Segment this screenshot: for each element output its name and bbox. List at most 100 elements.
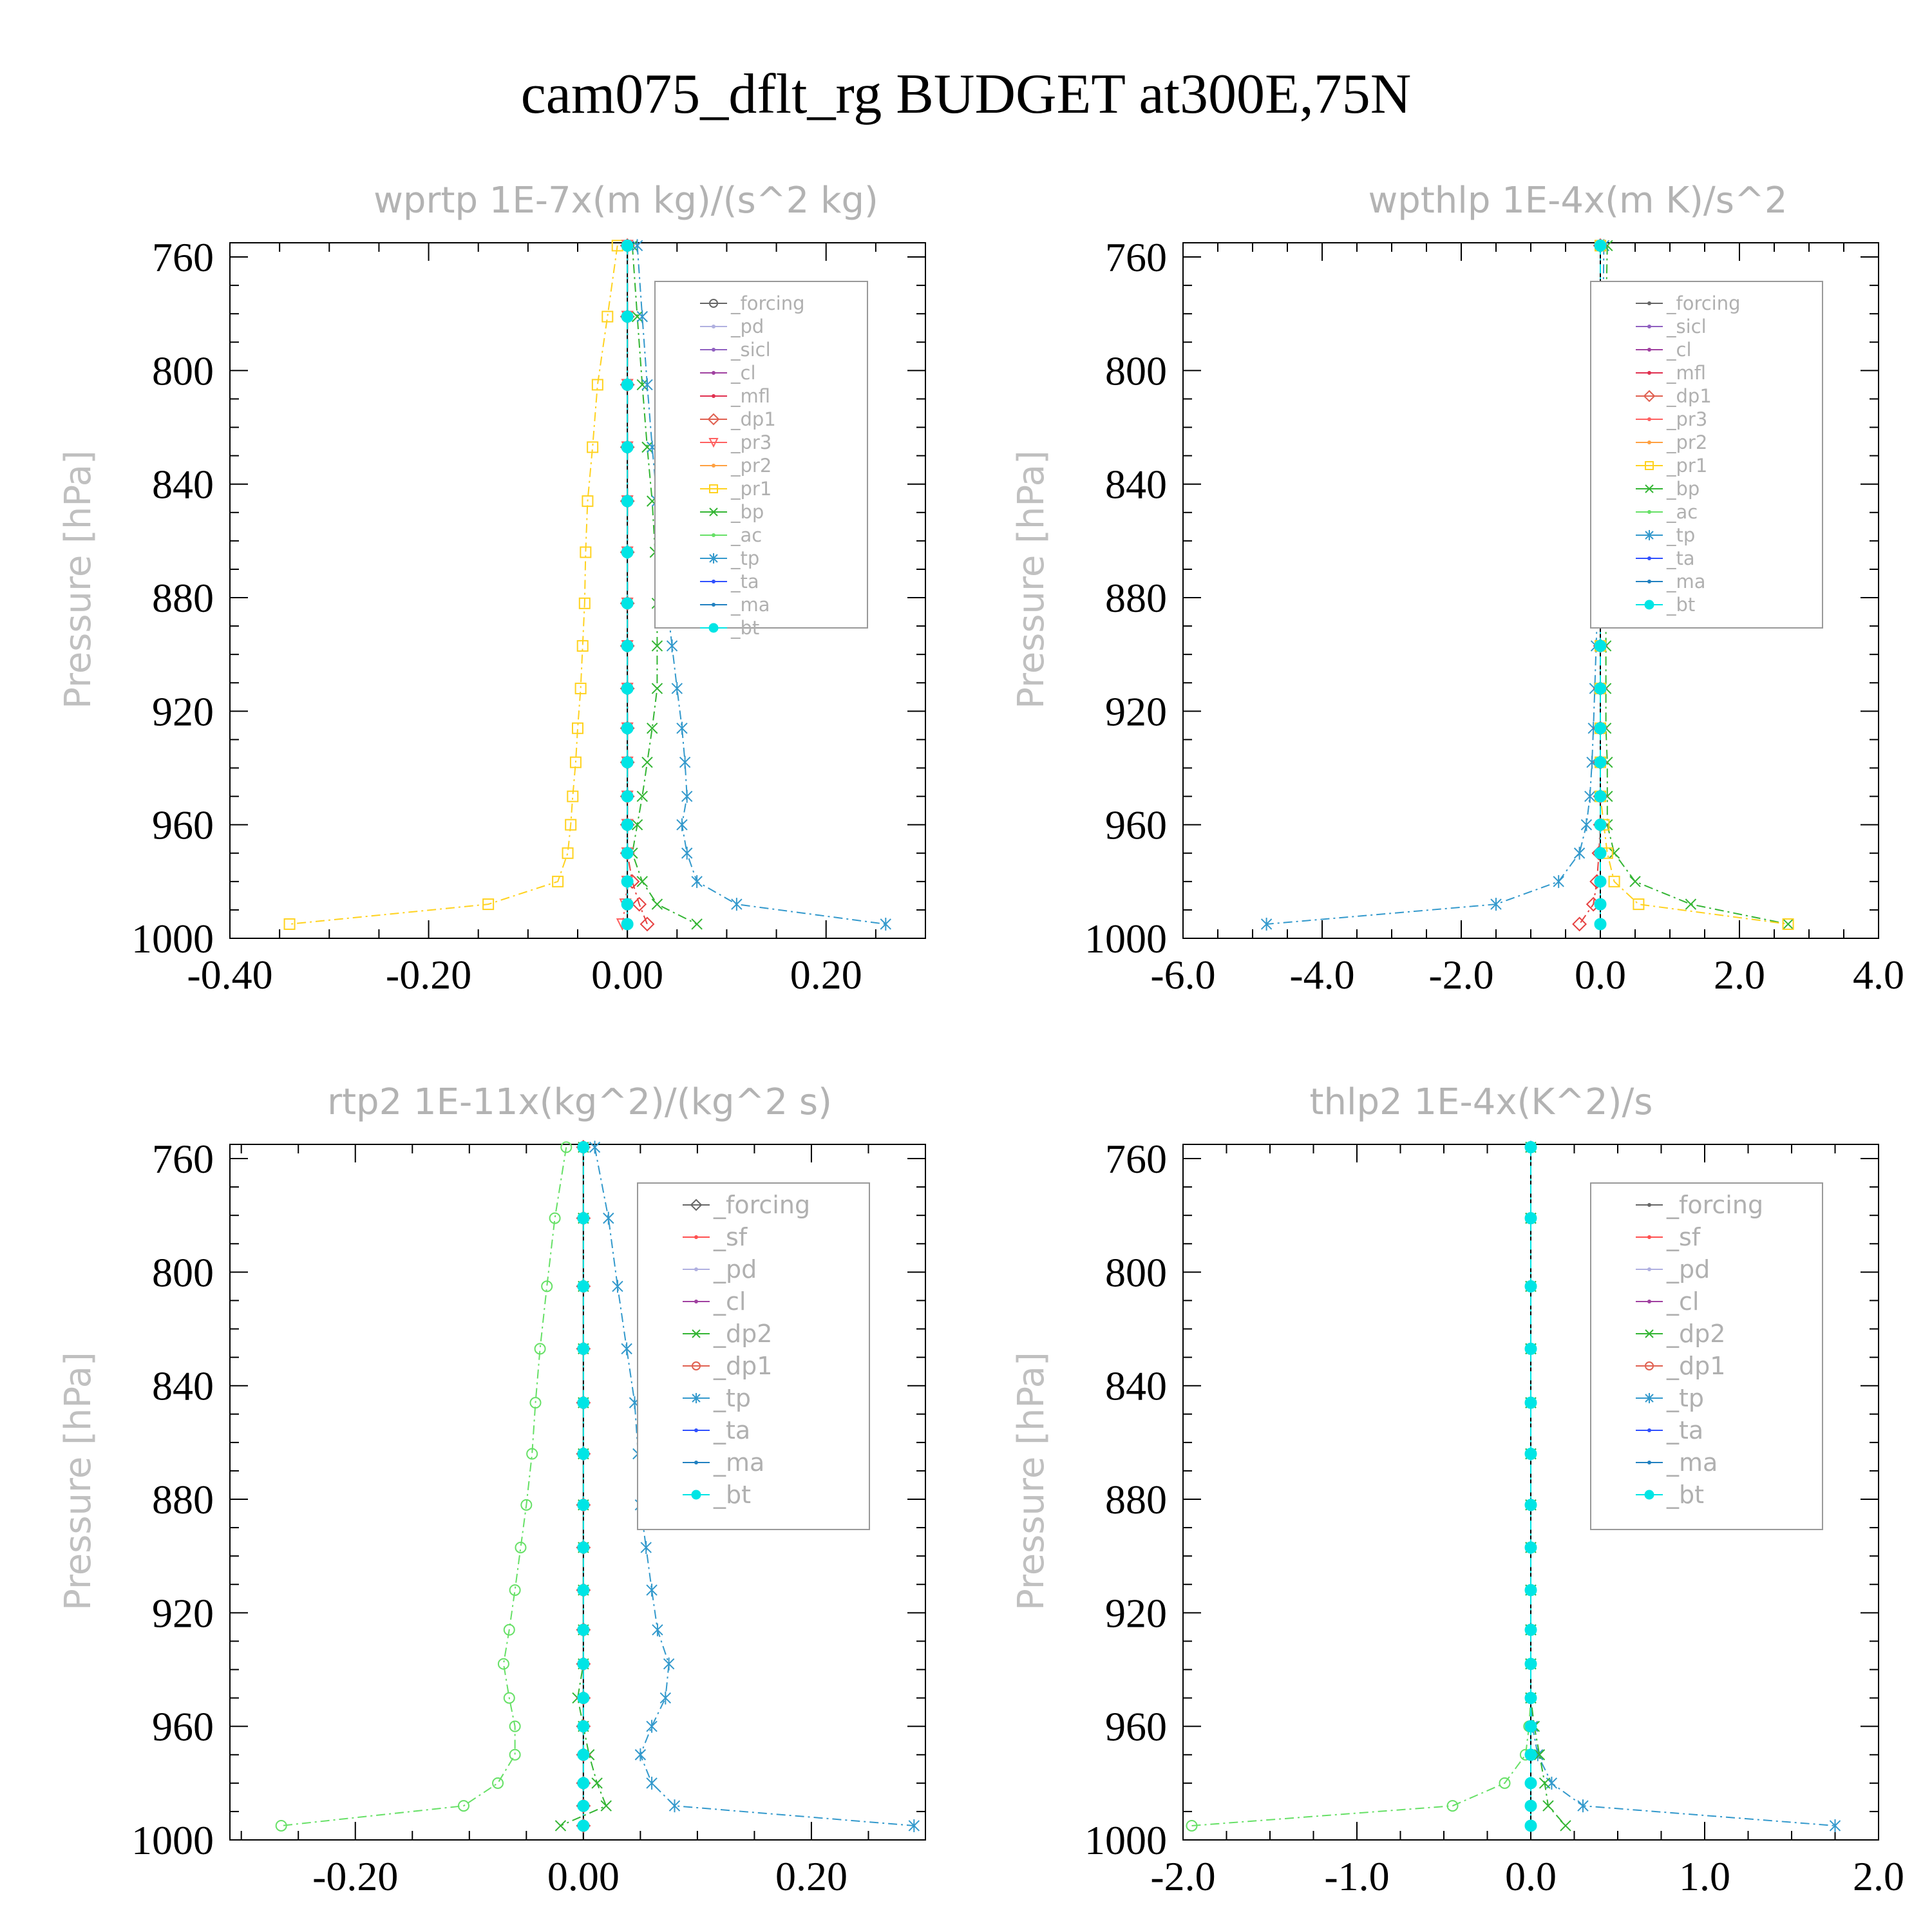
data-point — [612, 1280, 623, 1293]
legend-box — [1590, 281, 1823, 629]
data-point — [1594, 239, 1607, 252]
legend-item: _pd — [683, 1255, 757, 1283]
legend: _forcing _sf _pd _cl _dp2 _dp1 _tp _ta _ma _bt — [637, 1182, 870, 1530]
data-point — [577, 1748, 590, 1761]
data-point — [497, 1658, 509, 1670]
data-point — [646, 1584, 658, 1597]
legend-label: _ac — [730, 524, 762, 546]
data-point — [1594, 682, 1607, 695]
y-tick-label: 960 — [152, 1704, 214, 1750]
legend-label: _dp1 — [1666, 385, 1712, 407]
data-point — [640, 1540, 652, 1554]
legend-item: _forcing — [683, 1191, 810, 1219]
data-point — [731, 898, 743, 911]
data-point — [636, 379, 648, 391]
data-point — [552, 875, 564, 887]
data-point — [591, 1777, 603, 1789]
data-point — [577, 1541, 590, 1554]
data-point — [577, 1141, 590, 1153]
data-point — [1533, 1749, 1546, 1761]
data-point — [580, 546, 592, 558]
y-axis-label: Pressure [hPa] — [1010, 1352, 1052, 1611]
data-point — [577, 1777, 590, 1790]
y-tick-label: 880 — [152, 1477, 214, 1522]
legend-label: _cl — [713, 1287, 746, 1316]
data-point — [621, 918, 634, 931]
data-point — [641, 378, 653, 392]
data-point — [621, 819, 634, 831]
legend-item: _ac — [700, 524, 762, 546]
legend-label: _sicl — [1666, 316, 1707, 337]
y-tick-label: 800 — [152, 1249, 214, 1295]
legend-item: _tp — [683, 1384, 751, 1412]
data-point — [554, 1820, 567, 1832]
data-point — [1560, 1820, 1571, 1832]
x-tick-label: 0.0 — [1505, 1853, 1557, 1899]
data-point — [679, 755, 691, 769]
legend-box — [654, 281, 868, 629]
legend-item: _dp1 — [683, 1352, 772, 1380]
data-point — [659, 1691, 672, 1705]
data-point — [1633, 898, 1645, 911]
y-tick-label: 800 — [1105, 348, 1167, 393]
legend-item: _mfl — [1636, 362, 1706, 384]
data-point — [621, 1342, 632, 1356]
data-point — [601, 310, 614, 323]
data-point — [676, 721, 688, 735]
data-point — [482, 898, 495, 911]
legend-item: _ta — [683, 1416, 750, 1444]
data-point — [1524, 1280, 1537, 1293]
data-point — [1580, 818, 1593, 831]
legend-item: _pd — [700, 316, 764, 337]
data-point — [562, 847, 574, 859]
legend-item: _pr3 — [1636, 408, 1707, 430]
data-point — [1524, 1692, 1537, 1705]
data-point — [577, 1799, 590, 1812]
y-tick-label: 920 — [152, 688, 214, 734]
x-tick-label: -2.0 — [1428, 952, 1493, 998]
data-point — [1542, 1800, 1554, 1812]
legend-label: _sf — [1666, 1223, 1701, 1251]
legend-item: _sicl — [1636, 316, 1707, 337]
x-tick-label: 2.0 — [1714, 952, 1765, 998]
legend-label: _tp — [1666, 524, 1695, 546]
legend-label: _sf — [713, 1223, 748, 1251]
legend-label: _bt — [1666, 1481, 1704, 1509]
legend-label: _pd — [1666, 1255, 1710, 1283]
data-point — [515, 1541, 527, 1553]
panel-title: rtp2 1E-11x(kg^2)/(kg^2 s) — [327, 1081, 832, 1123]
legend-label: _forcing — [713, 1191, 810, 1219]
data-point — [1524, 1584, 1537, 1596]
legend-item: _ta — [1636, 1416, 1703, 1444]
x-tick-label: 0.20 — [790, 952, 862, 998]
legend-item: _ac — [1636, 501, 1698, 523]
data-point — [621, 639, 634, 652]
legend-label: _pd — [713, 1255, 757, 1283]
data-point — [1186, 1819, 1198, 1832]
legend-label: _cl — [1666, 1287, 1699, 1316]
y-tick-label: 1000 — [1084, 1817, 1167, 1863]
data-point — [621, 440, 634, 453]
legend-item: _ta — [1636, 547, 1695, 569]
data-point — [681, 846, 693, 860]
data-point — [1594, 875, 1607, 888]
series-bt — [1524, 1141, 1537, 1832]
panel-title: wprtp 1E-7x(m kg)/(s^2 kg) — [374, 180, 878, 222]
data-point — [621, 310, 634, 323]
series-line — [289, 245, 618, 925]
data-point — [577, 1819, 590, 1832]
y-tick-label: 880 — [152, 575, 214, 621]
panel-rtp2: rtp2 1E-11x(kg^2)/(kg^2 s) Pressure [hPa… — [57, 1081, 926, 1899]
series-line — [636, 245, 886, 925]
data-point — [509, 1584, 521, 1596]
legend-item: _ma — [700, 594, 770, 616]
legend-item: _cl — [1636, 1287, 1699, 1316]
data-point — [283, 918, 296, 930]
series-bt — [577, 1141, 590, 1832]
x-tick-label: 4.0 — [1853, 952, 1904, 998]
legend-label: _forcing — [1666, 1191, 1763, 1219]
legend: _forcing_pd_sicl_cl_mfl_dp1_pr3_pr2_pr1_… — [654, 281, 868, 639]
legend-item: _pr3 — [700, 431, 772, 453]
plot-frame — [229, 1144, 926, 1841]
